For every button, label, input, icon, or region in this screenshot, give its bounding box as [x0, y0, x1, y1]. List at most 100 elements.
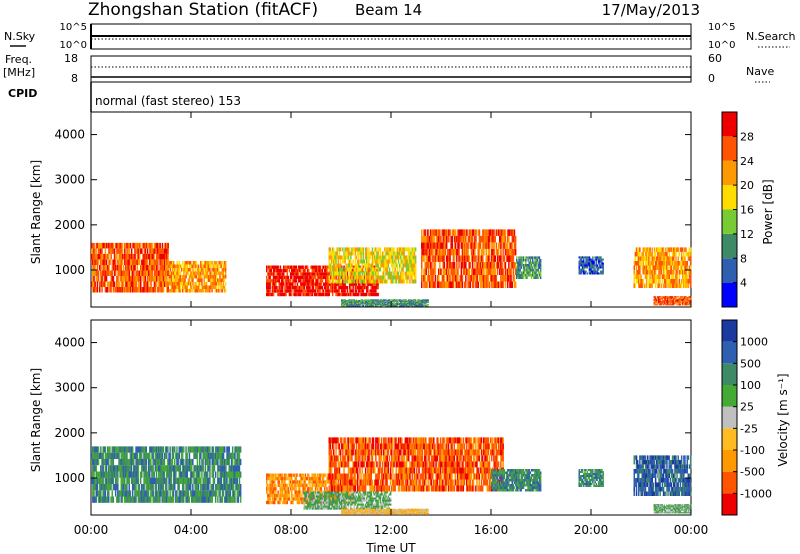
velocity-cell-0: [143, 490, 145, 497]
power-cell-9: [668, 304, 670, 306]
power-cell-3: [400, 271, 402, 276]
power-cell-5: [452, 255, 455, 262]
power-cell-1: [171, 268, 174, 272]
power-cell-1: [219, 282, 221, 286]
power-cell-4: [393, 299, 395, 301]
power-cell-1: [224, 275, 227, 279]
power-cell-5: [494, 275, 496, 282]
power-cell-3: [410, 251, 412, 256]
power-cell-4: [402, 303, 404, 305]
power-cell-4: [361, 303, 363, 305]
power-cell-1: [211, 282, 213, 286]
power-cell-9: [680, 298, 683, 300]
power-heatmap: [91, 229, 692, 307]
power-cell-0: [124, 248, 126, 254]
power-cell-3: [351, 251, 353, 256]
power-cell-8: [675, 261, 677, 266]
power-cell-4: [345, 303, 347, 305]
power-cell-1: [191, 278, 193, 282]
power-cell-9: [677, 302, 679, 304]
power-cell-1: [169, 264, 172, 268]
velocity-cell-0: [121, 452, 124, 459]
power-cell-3: [405, 271, 408, 276]
power-cell-0: [150, 270, 152, 276]
velocity-cell-0: [111, 477, 113, 484]
power-cell-4: [358, 300, 360, 302]
power-cell-7: [596, 266, 599, 269]
power-cell-9: [685, 299, 687, 301]
power-cell-4: [395, 299, 397, 301]
power-cell-0: [94, 270, 96, 276]
power-cell-2: [355, 289, 358, 293]
power-cell-2: [337, 289, 340, 293]
power-cell-5: [483, 275, 485, 282]
power-cell-1: [189, 282, 192, 286]
power-cell-5: [443, 235, 446, 243]
power-cell-5: [427, 268, 430, 275]
power-cell-2: [277, 268, 279, 273]
power-cell-5: [513, 229, 516, 236]
power-cell-2: [351, 282, 353, 286]
power-cell-7: [592, 260, 594, 263]
nsky-tick-top: 10^5: [60, 22, 87, 33]
power-cell-5: [485, 242, 487, 249]
power-cell-0: [143, 265, 145, 271]
power-cell-2: [374, 289, 376, 293]
power-cell-4: [404, 301, 407, 303]
power-cell-0: [120, 276, 123, 282]
power-cell-0: [167, 287, 169, 293]
power-cell-6: [530, 276, 533, 279]
power-cell-0: [110, 270, 112, 276]
power-cell-4: [381, 300, 384, 302]
power-cell-2: [317, 265, 319, 269]
velocity-cell-0: [92, 484, 94, 491]
velocity-cell-0: [139, 477, 142, 484]
power-cell-4: [351, 300, 353, 302]
power-cell-0: [114, 253, 117, 260]
power-cell-1: [184, 278, 186, 282]
power-cell-4: [368, 299, 370, 301]
power-cell-2: [291, 268, 293, 273]
power-cell-5: [475, 255, 477, 262]
power-cell-5: [483, 281, 485, 288]
power-cell-2: [366, 285, 368, 290]
power-cell-5: [496, 281, 499, 288]
velocity-cell-0: [127, 446, 129, 453]
power-cell-0: [158, 276, 160, 282]
power-cell-0: [130, 276, 133, 282]
power-cell-2: [291, 282, 293, 286]
power-cell-5: [468, 281, 470, 288]
power-cell-1: [173, 282, 175, 286]
power-cell-1: [173, 285, 175, 289]
power-cell-5: [504, 275, 507, 282]
power-cell-9: [664, 297, 667, 299]
power-cell-3: [364, 279, 367, 284]
power-cell-1: [196, 285, 199, 289]
power-cell-1: [204, 282, 207, 286]
power-cell-4: [363, 300, 366, 302]
power-cell-2: [301, 272, 303, 276]
power-cell-5: [461, 229, 464, 236]
power-cell-2: [331, 285, 334, 290]
power-cell-4: [411, 303, 413, 305]
power-cell-1: [197, 282, 200, 286]
power-cell-0: [151, 265, 153, 271]
power-cell-0: [99, 248, 101, 254]
power-cell-1: [177, 289, 179, 293]
power-cell-0: [104, 281, 107, 287]
power-cell-9: [656, 297, 659, 299]
power-cell-9: [683, 301, 685, 303]
power-cell-4: [367, 303, 369, 305]
power-cell-5: [451, 229, 453, 236]
power-cell-0: [107, 270, 109, 276]
power-cell-6: [537, 269, 540, 272]
power-cell-8: [633, 261, 635, 266]
power-cell-7: [585, 266, 587, 269]
power-cell-3: [339, 279, 342, 284]
power-cell-2: [364, 292, 367, 297]
power-cell-0: [134, 253, 136, 260]
power-cell-5: [461, 281, 464, 288]
velocity-cell-0: [170, 484, 172, 491]
power-cell-4: [351, 303, 353, 305]
velocity-cell-0: [103, 484, 105, 491]
